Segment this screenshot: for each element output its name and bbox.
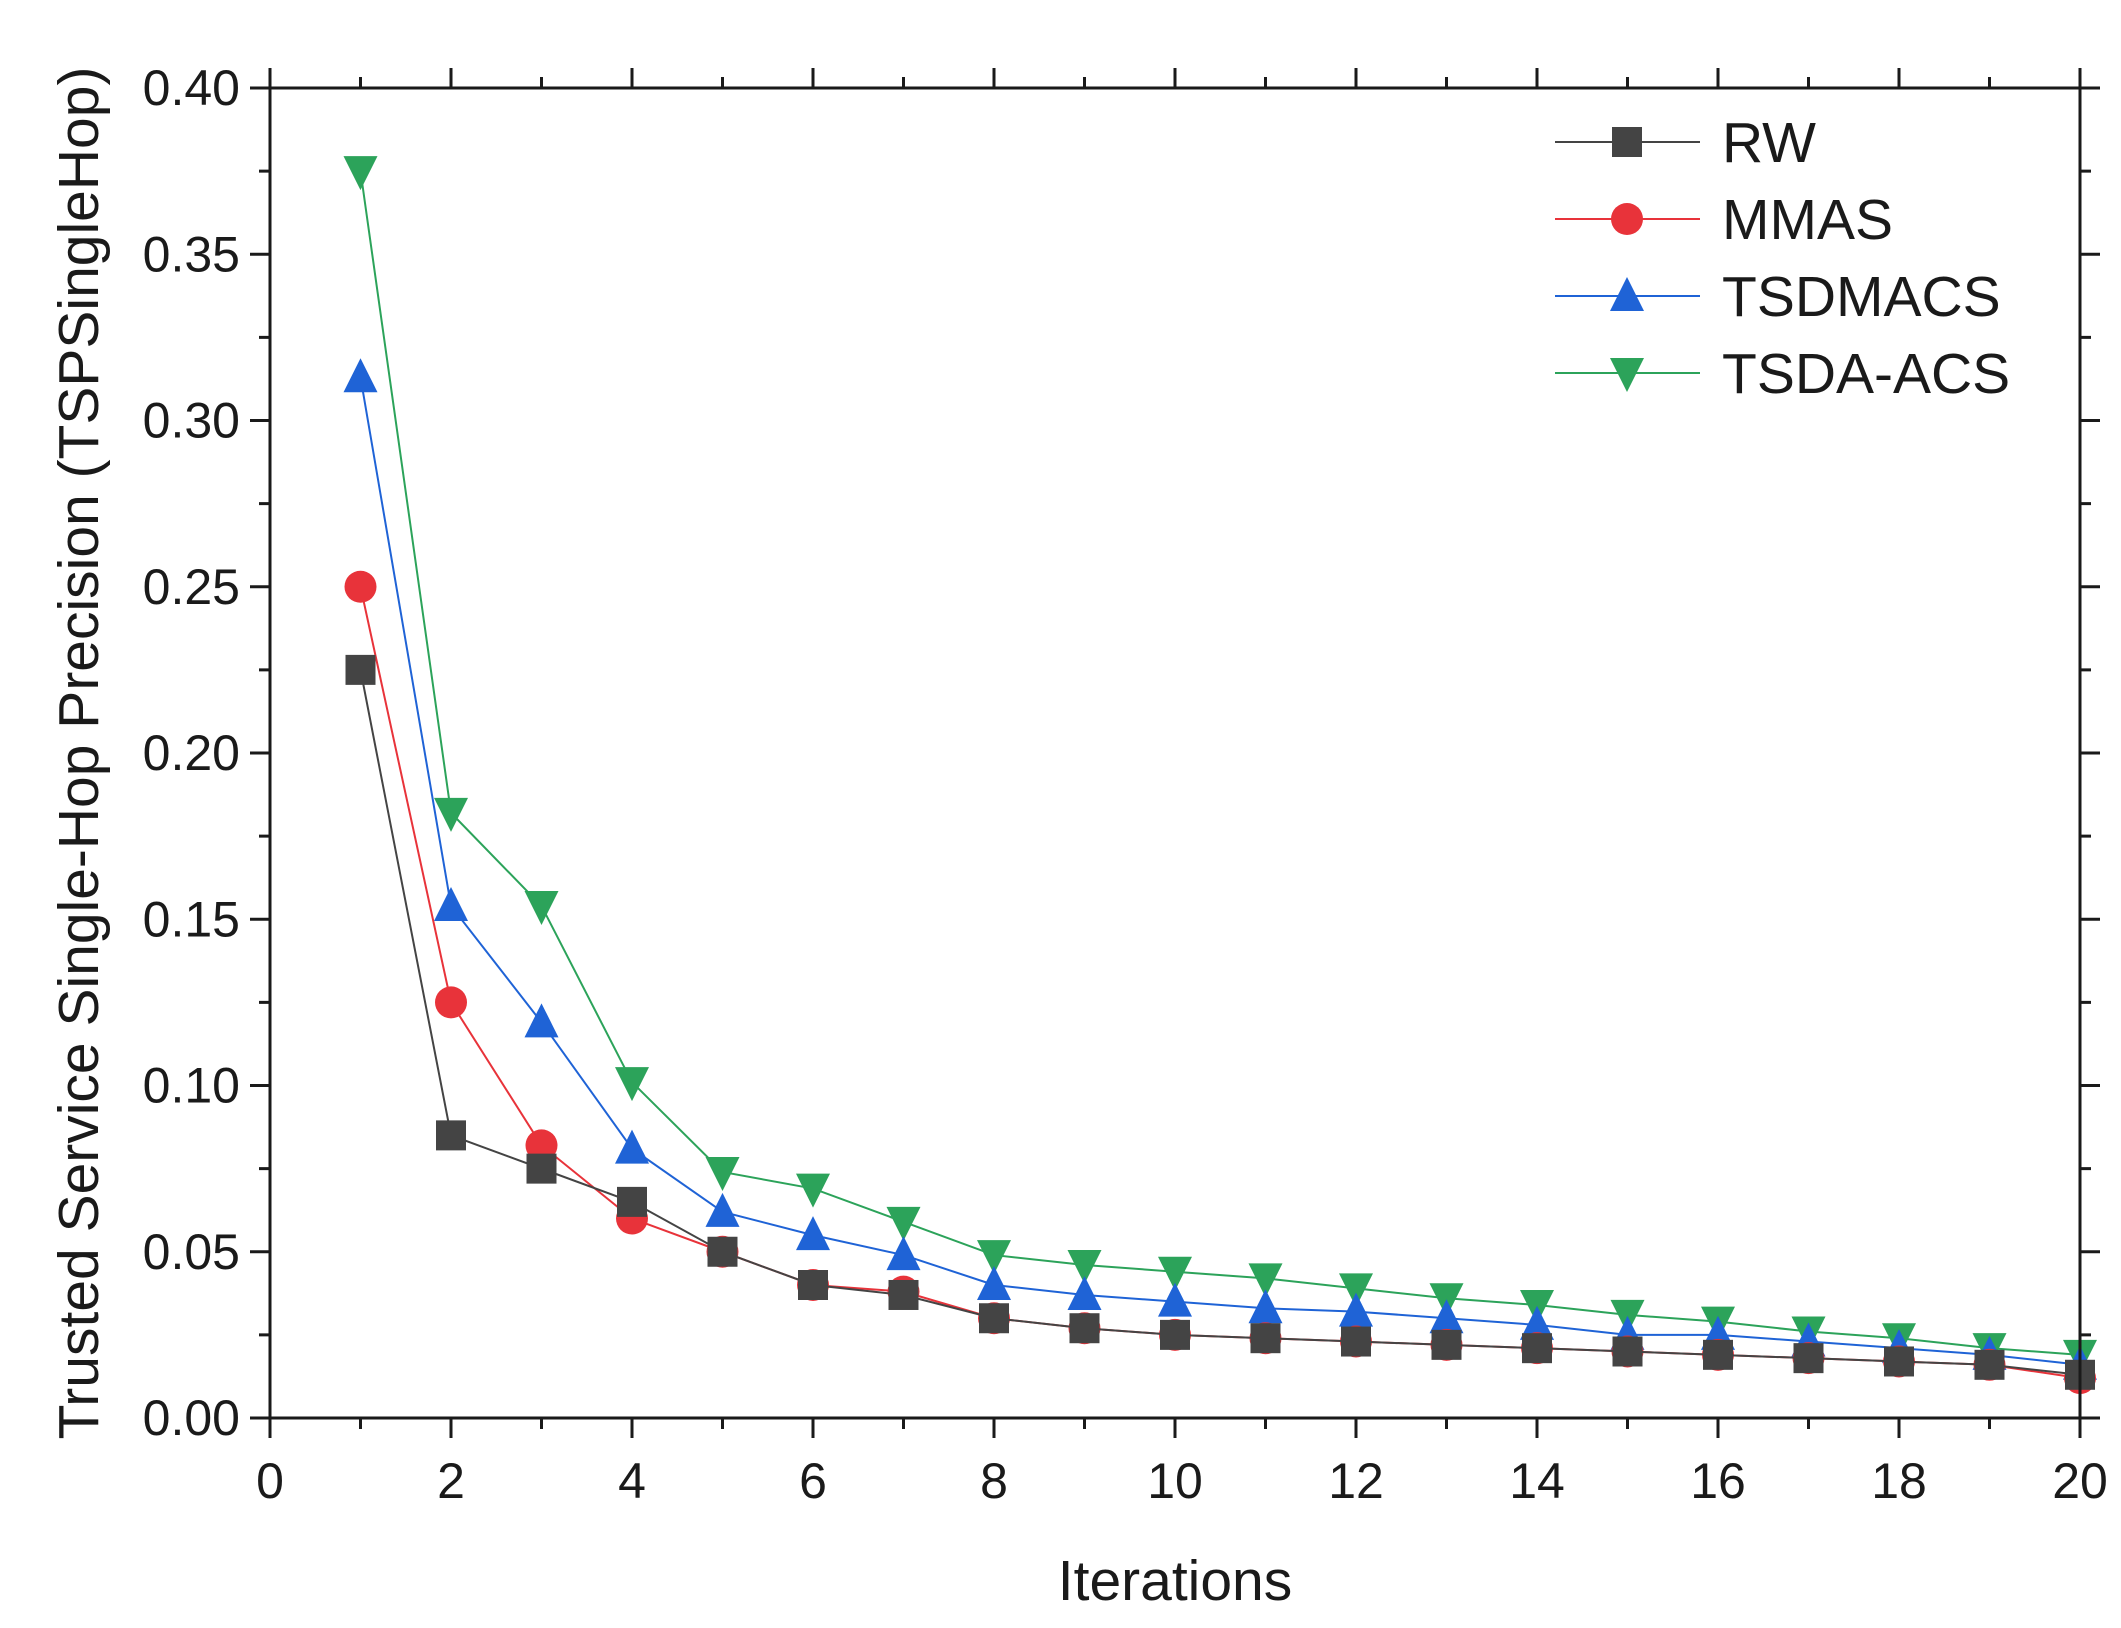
data-point [707,1236,738,1267]
y-axis-title: Trusted Service Single-Hop Precision (TS… [47,67,111,1440]
y-tick-label: 0.15 [143,891,240,947]
data-point [1158,1282,1192,1317]
data-point [615,1129,649,1164]
data-point [344,570,377,603]
data-point [1248,1289,1283,1324]
x-tick-label: 4 [618,1453,646,1509]
data-point [615,1067,649,1102]
data-point [1974,1349,2005,1380]
y-tick-label: 0.35 [143,226,240,282]
x-tick-label: 10 [1147,1453,1203,1509]
data-point [526,1153,557,1184]
legend-label: RW [1722,111,1816,175]
data-point [524,1003,559,1038]
data-point [435,986,467,1019]
data-point [1703,1339,1733,1370]
x-tick-label: 2 [437,1453,465,1509]
legend: RW MMAS TSDMACS TSDA-ACS [1555,111,2010,406]
data-point [798,1270,828,1300]
data-point [1067,1275,1102,1310]
data-point [1612,1336,1643,1367]
x-axis-ticks: 0 2 4 6 8 10 12 14 16 18 20 [256,68,2108,1509]
data-point [979,1303,1009,1334]
y-tick-label: 0.05 [143,1224,240,1280]
y-axis-ticks: 0.00 0.05 0.10 0.15 0.20 0.25 0.30 0.35 0.40 [143,60,2100,1446]
data-point [1884,1346,1914,1377]
data-point [1429,1299,1464,1334]
x-tick-label: 14 [1509,1453,1565,1509]
data-point [343,156,378,191]
series-layer [343,156,2097,1395]
data-point [1069,1313,1100,1344]
x-tick-label: 20 [2052,1453,2108,1509]
data-point [1793,1343,1824,1374]
legend-label: TSDMACS [1722,265,2001,329]
data-point [705,1156,740,1191]
data-point [1522,1333,1552,1364]
data-point [705,1192,740,1227]
data-point [977,1240,1011,1275]
data-point [796,1216,830,1251]
data-point [434,886,468,921]
legend-item: TSDA-ACS [1555,342,2010,406]
data-point [1341,1326,1371,1357]
y-tick-label: 0.00 [143,1390,240,1446]
legend-marker [1610,358,1644,392]
legend-item: TSDMACS [1555,265,2001,329]
data-point [436,1120,466,1151]
data-point [1339,1273,1373,1308]
x-tick-label: 0 [256,1453,284,1509]
data-point [796,1173,830,1208]
y-tick-label: 0.40 [143,60,240,116]
legend-label: MMAS [1722,188,1893,252]
x-tick-label: 18 [1871,1453,1927,1509]
data-point [1250,1323,1281,1354]
x-axis-title: Iterations [1058,1549,1292,1613]
legend-item: MMAS [1555,188,1893,252]
data-point [617,1186,647,1217]
series-line [359,170,2081,1356]
data-point [434,797,468,832]
series-line [359,377,2081,1366]
y-tick-label: 0.10 [143,1058,240,1114]
series-line [359,669,2081,1376]
legend-marker [1610,277,1644,311]
x-tick-label: 16 [1690,1453,1746,1509]
data-point [1339,1292,1373,1327]
data-point [524,890,559,925]
legend-item: RW [1555,111,1816,175]
data-point [525,1129,558,1162]
legend-label: TSDA-ACS [1722,342,2010,406]
data-point [886,1236,921,1271]
data-point [1067,1250,1102,1285]
data-point [888,1279,919,1310]
data-point [1431,1329,1462,1360]
y-tick-label: 0.20 [143,725,240,781]
data-point [345,654,376,685]
y-tick-label: 0.25 [143,559,240,615]
legend-marker [1612,127,1642,157]
data-point [1160,1319,1190,1350]
data-point [977,1266,1011,1300]
data-point [343,358,378,393]
series-tsda-acs [343,156,2097,1374]
data-point [1248,1263,1283,1298]
y-tick-label: 0.30 [143,393,240,449]
x-tick-label: 8 [980,1453,1008,1509]
data-point [1158,1256,1192,1291]
x-tick-label: 12 [1328,1453,1384,1509]
x-tick-label: 6 [799,1453,827,1509]
legend-marker [1611,203,1643,235]
data-point [1520,1305,1554,1340]
data-point [886,1206,921,1241]
